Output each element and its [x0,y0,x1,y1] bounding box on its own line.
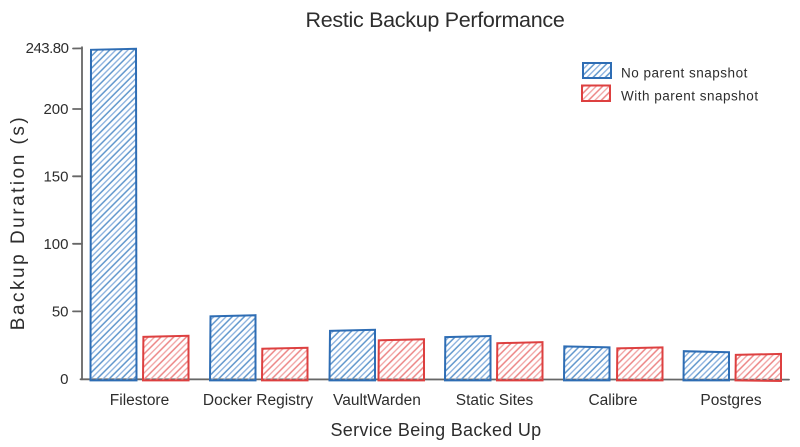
svg-text:No parent snapshot: No parent snapshot [621,66,748,81]
svg-text:150: 150 [43,169,68,186]
svg-text:VaultWarden: VaultWarden [333,392,421,409]
svg-text:With parent snapshot: With parent snapshot [621,89,759,104]
svg-text:243.80: 243.80 [26,40,69,57]
svg-text:Service Being Backed Up: Service Being Backed Up [330,420,541,440]
svg-text:Restic Backup Performance: Restic Backup Performance [306,8,565,32]
svg-text:200: 200 [43,101,68,118]
svg-text:Filestore: Filestore [110,392,169,409]
svg-text:50: 50 [52,304,69,321]
svg-text:100: 100 [43,236,68,253]
svg-text:Calibre: Calibre [588,392,637,409]
svg-text:Docker Registry: Docker Registry [203,392,313,409]
svg-text:Static Sites: Static Sites [456,392,534,409]
svg-text:0: 0 [60,371,68,388]
svg-text:Postgres: Postgres [700,392,761,409]
svg-text:Backup Duration (s): Backup Duration (s) [8,115,29,330]
